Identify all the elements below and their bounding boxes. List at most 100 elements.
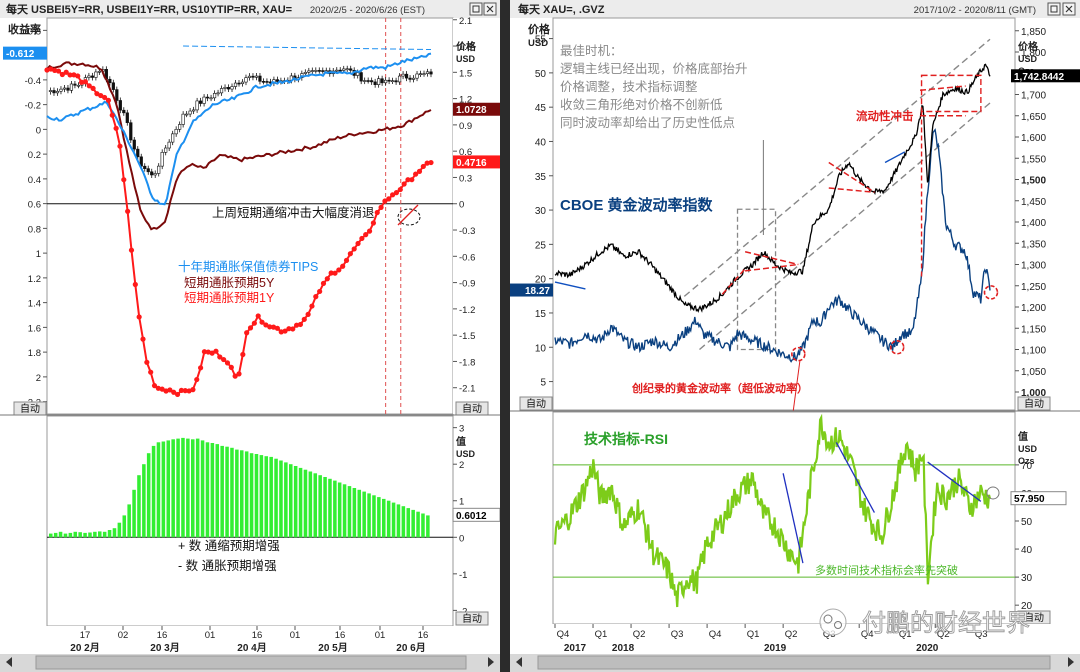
hist-bar: [93, 531, 97, 538]
hist-bar: [411, 509, 415, 538]
gold-candle-body: [167, 141, 171, 149]
hist-bar: [230, 447, 234, 538]
window-restore-icon: [472, 5, 480, 13]
left-auto-button-2[interactable]: 自动: [455, 401, 489, 416]
breakeven-1y-point: [409, 177, 415, 183]
hist-bar: [347, 486, 352, 538]
hist-bar: [200, 440, 205, 538]
left-auto-button-3[interactable]: 自动: [455, 611, 489, 626]
breakeven-1y-point: [251, 320, 257, 326]
gold-candle-body: [411, 77, 416, 80]
gvz-y-tick-label: 30: [535, 206, 547, 217]
left-window-titlebar: [0, 0, 500, 18]
breakeven-1y-point: [63, 69, 69, 75]
right-year-tick-label: 2019: [764, 643, 787, 654]
breakeven-1y-point: [424, 160, 430, 166]
hist-bar: [421, 513, 425, 538]
gvz-low-circle: [983, 285, 999, 300]
gvz-value-badge: 18.27: [525, 286, 550, 297]
gold-candle-body: [216, 92, 220, 95]
breakeven-1y-point: [305, 311, 311, 317]
breakeven-1y-point: [328, 270, 334, 276]
left-y-tick-label: 0: [36, 125, 41, 136]
breakeven-1y-point: [286, 326, 292, 332]
hist-bar: [122, 515, 127, 538]
right-auto-button-2[interactable]: 自动: [1017, 396, 1051, 411]
right-y-tick-label: -0.6: [459, 252, 475, 263]
scroll-right-icon[interactable]: [1068, 657, 1074, 667]
gold-candle-body: [219, 88, 224, 94]
breakeven-1y-point: [59, 71, 65, 78]
hist-bar: [337, 482, 342, 538]
scroll-left-icon[interactable]: [516, 657, 522, 667]
breakeven-1y-point: [128, 247, 135, 253]
scroll-left-icon[interactable]: [6, 657, 12, 667]
right-left-axis-unit: USD: [528, 38, 548, 49]
left-auto-button-1[interactable]: 自动: [13, 401, 47, 416]
left-y-tick-label: -0.2: [25, 101, 41, 112]
triangle-mark-line: [721, 268, 746, 295]
left-restore-button[interactable]: [469, 2, 483, 16]
hist-bar: [137, 475, 141, 538]
hist-bar: [279, 460, 283, 538]
hist-bar: [416, 511, 420, 538]
hist-bar: [142, 464, 146, 538]
breakeven-1y-point: [244, 330, 250, 336]
gold-candle-body: [188, 110, 192, 115]
hist-bar: [186, 438, 190, 538]
right-y-tick-label: -0.3: [459, 226, 475, 237]
left-y-tick-label: 0.4: [28, 175, 41, 186]
left-day-tick-label: 01: [375, 630, 386, 641]
right-y-tick-label: 1.2: [459, 95, 472, 106]
resistance-line: [183, 45, 432, 51]
right-lower-axis-label-3: Ozs: [1018, 456, 1035, 466]
gold-y-tick-label: 1,150: [1021, 324, 1046, 335]
hist-bar: [298, 467, 303, 538]
hist-value-badge: 0.6012: [456, 511, 487, 522]
breakeven-1y-point: [416, 168, 423, 174]
gold-candle-body: [429, 71, 433, 75]
legend-tips: 十年期通胀保值债券TIPS: [178, 259, 318, 274]
hist-bar: [386, 500, 391, 538]
be1-value-badge: 0.4716: [456, 158, 487, 169]
left-y-tick-label: 1.6: [28, 323, 41, 334]
breakeven-1y-point: [178, 387, 184, 394]
hist-bar: [53, 532, 58, 538]
right-lower-axis-label-2: USD: [1018, 444, 1038, 454]
hist-bar: [328, 478, 332, 538]
auto-label: 自动: [1024, 397, 1044, 410]
breakeven-1y-point: [309, 303, 315, 309]
breakeven-1y-point: [240, 351, 246, 358]
right-scroll-thumb[interactable]: [537, 655, 1051, 670]
breakeven-1y-point: [121, 177, 127, 183]
gold-candle-body: [342, 68, 346, 71]
breakeven-1y-point: [167, 387, 173, 393]
left-scroll-thumb[interactable]: [35, 655, 467, 670]
gold-candle-body: [223, 87, 227, 89]
scroll-right-icon[interactable]: [488, 657, 494, 667]
left-close-button[interactable]: [483, 2, 497, 16]
rsi-value-outline: [1010, 491, 1067, 506]
gvz-y-tick-label: 10: [535, 343, 547, 354]
right-restore-button[interactable]: [1047, 2, 1061, 16]
breakeven-1y-point: [324, 276, 330, 282]
hist-y-tick-label: 2: [459, 460, 464, 471]
right-close-button[interactable]: [1062, 2, 1076, 16]
left-window: 每天 USBEI5Y=RR, USBEI1Y=RR, US10YTIP=RR, …: [0, 0, 501, 672]
gold-candle-body: [377, 78, 381, 85]
right-quarter-tick-label: Q1: [595, 629, 608, 640]
gold-candle-body: [171, 133, 175, 143]
hist-bar: [171, 439, 175, 538]
gold-y-tick-label: 1,350: [1021, 239, 1046, 250]
gold-y-tick-label: 1,000: [1021, 388, 1046, 399]
hist-bar: [225, 446, 229, 538]
right-auto-button-1[interactable]: 自动: [519, 396, 553, 411]
hist-bar: [161, 441, 166, 538]
hist-bar: [112, 528, 117, 538]
rsi-y-tick-label: 70: [1021, 461, 1033, 472]
gold-candle-body: [237, 82, 241, 85]
gold-y-tick-label: 1,600: [1021, 133, 1046, 144]
gold-candle-body: [108, 78, 112, 84]
gold-candle-body: [258, 75, 262, 82]
gold-candle-body: [202, 96, 206, 104]
